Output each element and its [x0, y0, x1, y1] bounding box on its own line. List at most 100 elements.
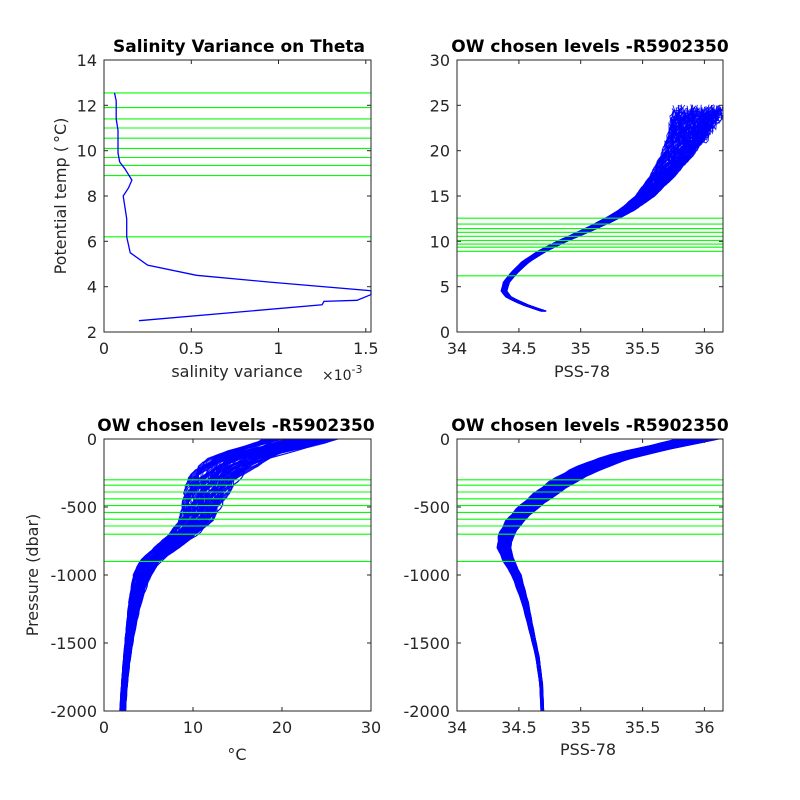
y-tick-label: 10 — [77, 142, 97, 161]
y-tick-label: 0 — [440, 323, 450, 342]
y-tick-label: -2000 — [404, 702, 451, 721]
profile-line — [502, 108, 688, 312]
y-tick-label: 14 — [77, 51, 97, 70]
profile-line — [119, 438, 268, 712]
y-tick-label: 0 — [87, 430, 97, 449]
tick-group: 34 34.5 35 35.5 36 -2000 -1500 -1000 -500 0 — [404, 430, 723, 737]
profile-line — [501, 109, 684, 312]
profile-line — [501, 108, 686, 312]
level-lines — [457, 217, 723, 277]
profile-line — [501, 111, 690, 312]
series-group — [119, 438, 339, 712]
profile-line — [125, 438, 338, 712]
y-tick-label: 5 — [440, 278, 450, 297]
tick-group: 0 0.5 1 1.5 2 4 6 8 10 12 14 — [77, 51, 379, 358]
y-tick-label: 10 — [430, 232, 450, 251]
x-axis-label: PSS-78 — [560, 740, 616, 759]
profile-line — [502, 112, 690, 312]
profile-line — [500, 108, 679, 312]
profile-line — [502, 104, 693, 312]
tick-group: 0 10 20 30 -2000 -1500 -1000 -500 0 — [51, 430, 382, 737]
y-tick-label: -2000 — [51, 702, 98, 721]
profile-line — [502, 105, 690, 312]
profile-line — [501, 113, 682, 312]
y-axis-label: Pressure (dbar) — [23, 514, 42, 637]
profile-line — [504, 109, 715, 312]
profile-line — [501, 106, 686, 312]
level-lines — [104, 92, 371, 238]
axes-box — [103, 59, 372, 333]
y-tick-label: 20 — [430, 142, 450, 161]
level-lines — [457, 479, 723, 562]
level-lines — [104, 479, 371, 562]
x-exponent-base: ×10 — [322, 368, 352, 384]
x-tick-label: 35.5 — [625, 339, 661, 358]
salinity-variance-panel: Salinity Variance on Theta 0 0.5 1 1.5 2 4 6 8 1… — [51, 37, 379, 384]
y-tick-label: -1500 — [51, 634, 98, 653]
profile-line — [505, 438, 706, 712]
temperature-pressure-panel: OW chosen levels -R5902350 0 10 20 30 -2000 -… — [23, 416, 381, 764]
profile-line — [502, 107, 695, 312]
profile-line — [502, 105, 693, 312]
profile-line — [502, 110, 692, 312]
profile-line — [504, 106, 708, 312]
panel-title: Salinity Variance on Theta — [113, 37, 365, 57]
x-tick-label: 34.5 — [501, 718, 537, 737]
profile-line — [120, 438, 282, 712]
x-tick-label: 10 — [183, 718, 203, 737]
series-group — [113, 92, 372, 322]
axes-box — [456, 59, 724, 333]
x-tick-label: 0 — [99, 718, 109, 737]
series-group — [500, 104, 724, 312]
profile-line — [502, 107, 696, 312]
y-axis-label: Potential temp ( °C) — [51, 118, 70, 275]
profile-line — [122, 438, 305, 712]
x-tick-label: 0 — [99, 339, 109, 358]
profile-line — [501, 105, 683, 312]
x-tick-label: 20 — [272, 718, 292, 737]
y-tick-label: 25 — [430, 96, 450, 115]
x-axis-label: PSS-78 — [554, 362, 610, 381]
profile-line — [502, 111, 689, 312]
profile-line — [124, 438, 324, 711]
x-tick-label: 35.5 — [625, 718, 661, 737]
y-axis-label-unit: °C) — [51, 118, 70, 143]
x-exponent-label: ×10-3 — [322, 363, 363, 384]
profile-line — [501, 107, 682, 312]
profile-line — [501, 104, 686, 312]
y-tick-label: 30 — [430, 51, 450, 70]
profile-line — [501, 108, 687, 312]
profile-line — [501, 438, 694, 712]
profile-line — [502, 107, 696, 312]
y-tick-label: -1000 — [51, 566, 98, 585]
profile-line — [501, 108, 680, 312]
y-tick-label: 0 — [440, 430, 450, 449]
profile-line — [501, 107, 682, 312]
profile-line — [501, 109, 681, 312]
tick-group: 34 34.5 35 35.5 36 0 5 10 15 20 25 30 — [430, 51, 723, 358]
y-axis-label-text: Potential temp ( — [51, 146, 70, 274]
x-tick-label: 36 — [694, 339, 714, 358]
profile-line — [502, 111, 693, 312]
y-tick-label: 4 — [87, 278, 97, 297]
profile-line — [501, 112, 687, 312]
profile-line — [501, 104, 683, 312]
profile-line — [502, 108, 695, 312]
panel-title: OW chosen levels -R5902350 — [451, 37, 729, 57]
profile-line — [503, 112, 699, 312]
y-tick-label: 12 — [77, 96, 97, 115]
y-tick-label: 8 — [87, 187, 97, 206]
profile-line — [501, 110, 683, 312]
profile-line — [501, 104, 683, 312]
x-tick-label: 30 — [361, 718, 381, 737]
y-tick-label: -500 — [414, 498, 450, 517]
y-tick-label: -500 — [61, 498, 97, 517]
x-axis-label: salinity variance — [171, 362, 302, 381]
profile-line — [121, 438, 292, 712]
profile-line — [501, 109, 689, 312]
x-exponent-power: -3 — [352, 363, 363, 376]
y-tick-label: -1000 — [404, 566, 451, 585]
profile-line — [501, 111, 683, 312]
x-tick-label: 34 — [447, 718, 467, 737]
